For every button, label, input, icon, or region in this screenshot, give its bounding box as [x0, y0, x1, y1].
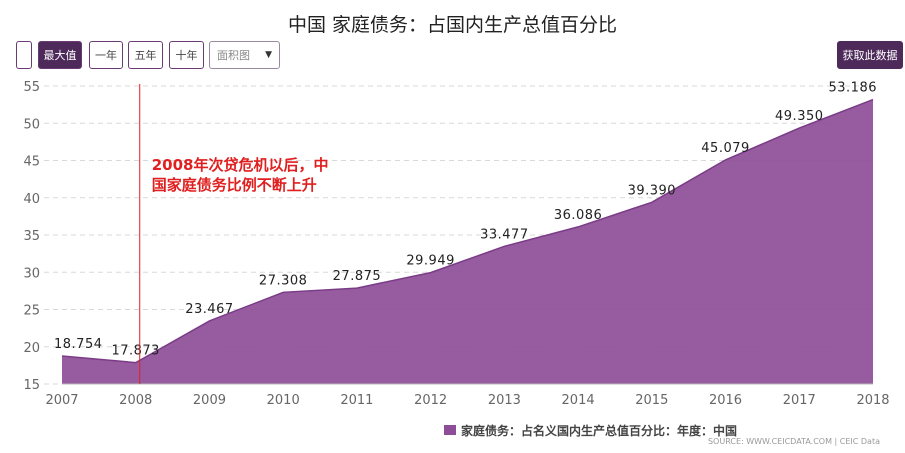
- data-label: 17.873: [111, 344, 160, 359]
- data-label: 49.350: [775, 109, 824, 124]
- legend-swatch: [444, 425, 456, 435]
- x-tick-label: 2018: [856, 393, 889, 408]
- data-label: 27.875: [333, 269, 382, 284]
- range-selector-blank-button[interactable]: [16, 41, 32, 69]
- area-fill: [62, 99, 873, 385]
- y-tick-label: 15: [23, 378, 40, 393]
- chevron-down-icon: ▼: [265, 50, 272, 60]
- annotation-text-line1: 2008年次贷危机以后，中: [152, 156, 329, 174]
- chart-type-value: 面积图: [217, 49, 250, 62]
- y-tick-label: 50: [23, 117, 40, 132]
- data-label: 23.467: [185, 302, 234, 317]
- source-credit: SOURCE: WWW.CEICDATA.COM | CEIC Data: [708, 437, 880, 446]
- data-label: 36.086: [554, 208, 603, 223]
- range-five-year-button[interactable]: 五年: [128, 41, 163, 69]
- data-label: 45.079: [701, 141, 750, 156]
- x-axis: 2007 2008 2009 2010 2011 2012 2013 2014 2015 2016…: [45, 393, 889, 408]
- range-one-year-button[interactable]: 一年: [89, 41, 123, 69]
- x-tick-label: 2014: [562, 393, 595, 408]
- chart-type-select[interactable]: 面积图 ▼: [209, 41, 280, 69]
- data-label: 53.186: [829, 81, 878, 96]
- x-tick-label: 2016: [709, 393, 742, 408]
- y-tick-label: 40: [23, 192, 40, 207]
- area-series: [61, 98, 874, 385]
- get-data-button[interactable]: 获取此数据: [837, 41, 903, 69]
- y-tick-label: 35: [23, 229, 40, 244]
- range-ten-year-button[interactable]: 十年: [169, 41, 204, 69]
- y-axis: 15 20 25 30 35 40 45 50 55: [23, 80, 40, 393]
- x-tick-label: 2015: [635, 393, 668, 408]
- y-tick-label: 20: [23, 341, 40, 356]
- annotation-text-line2: 国家庭债务比例不断上升: [152, 176, 317, 194]
- x-tick-label: 2010: [267, 393, 300, 408]
- data-labels: 18.754 17.873 23.467 27.308 27.875 29.949 33.4…: [54, 81, 877, 359]
- x-tick-label: 2009: [193, 393, 226, 408]
- x-tick-label: 2008: [119, 393, 152, 408]
- y-tick-label: 25: [23, 304, 40, 319]
- range-max-button[interactable]: 最大值: [38, 41, 82, 69]
- data-label: 39.390: [628, 183, 677, 198]
- y-tick-label: 30: [23, 266, 40, 281]
- x-tick-label: 2013: [488, 393, 521, 408]
- legend[interactable]: 家庭债务：占名义国内生产总值百分比：年度：中国: [444, 423, 737, 438]
- series-line: [61, 98, 874, 364]
- data-label: 29.949: [406, 254, 455, 269]
- x-tick-label: 2012: [414, 393, 447, 408]
- chart-title: 中国 家庭债务：占国内生产总值百分比: [287, 14, 618, 36]
- y-tick-label: 45: [23, 155, 40, 170]
- data-label: 33.477: [480, 227, 529, 242]
- data-label: 18.754: [54, 337, 103, 352]
- data-label: 27.308: [259, 273, 308, 288]
- legend-label: 家庭债务：占名义国内生产总值百分比：年度：中国: [461, 423, 737, 438]
- y-tick-label: 55: [23, 80, 40, 95]
- annotation: 2008年次贷危机以后，中 国家庭债务比例不断上升: [139, 84, 329, 384]
- x-tick-label: 2011: [340, 393, 373, 408]
- x-tick-label: 2007: [45, 393, 78, 408]
- x-tick-label: 2017: [783, 393, 816, 408]
